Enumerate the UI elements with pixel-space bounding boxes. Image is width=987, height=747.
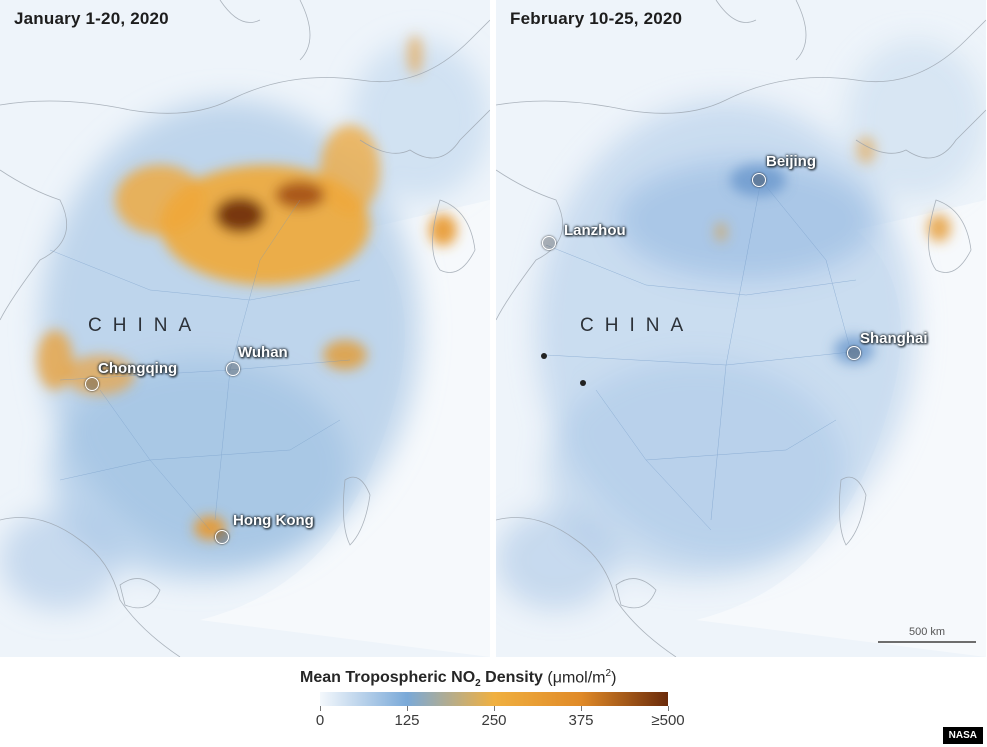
city-label-wuhan: Wuhan [238, 344, 288, 361]
legend-tick [320, 706, 321, 711]
scale-bar-line [878, 641, 976, 643]
map-panel-february: February 10-25, 2020 CHINA Beijing Lanzh… [496, 0, 986, 657]
city-marker-hong-kong [215, 530, 229, 544]
panel-title: January 1-20, 2020 [14, 9, 169, 28]
legend-title-prefix: Mean Tropospheric NO [300, 669, 476, 687]
map-panel-january: January 1-20, 2020 CHINA Chongqing Wuhan… [0, 0, 490, 657]
legend-tick [407, 706, 408, 711]
city-marker-beijing [752, 173, 766, 187]
city-marker-shanghai [847, 346, 861, 360]
legend-title-suffix: Density [480, 669, 543, 687]
legend-tick [668, 706, 669, 711]
legend-tick-label: ≥500 [651, 712, 685, 729]
city-label-chongqing: Chongqing [98, 360, 178, 377]
no2-map-february [496, 0, 986, 657]
city-label-lanzhou: Lanzhou [564, 222, 626, 239]
legend-tick-label: 125 [394, 712, 420, 729]
country-label-china: CHINA [88, 315, 203, 336]
scale-bar-label: 500 km [908, 626, 946, 638]
legend-unit-prefix: (μmol/m [547, 669, 606, 687]
nasa-credit-badge: NASA [942, 727, 983, 744]
panel-title: February 10-25, 2020 [510, 9, 683, 28]
city-label-hong-kong: Hong Kong [233, 512, 314, 529]
legend-tick-label: 250 [481, 712, 507, 729]
legend-title: Mean Tropospheric NO2 Density (μmol/m2) [300, 668, 616, 690]
legend-tick [581, 706, 582, 711]
city-label-beijing: Beijing [766, 153, 817, 170]
country-label-china: CHINA [580, 315, 695, 336]
legend-title-subscript: 2 [475, 678, 481, 690]
city-marker-wuhan [226, 362, 240, 376]
legend-unit-superscript: 2 [605, 668, 612, 679]
scale-bar: 500 km [878, 626, 976, 643]
no2-map-january [0, 0, 490, 657]
city-marker-lanzhou [542, 236, 556, 250]
legend-tick [494, 706, 495, 711]
legend-tick-label: 0 [315, 712, 325, 729]
legend-tick-label: 375 [568, 712, 594, 729]
city-marker-chongqing [85, 377, 99, 391]
legend-gradient-bar [320, 692, 668, 706]
city-label-shanghai: Shanghai [860, 330, 928, 347]
legend-unit-suffix: ) [611, 669, 617, 687]
